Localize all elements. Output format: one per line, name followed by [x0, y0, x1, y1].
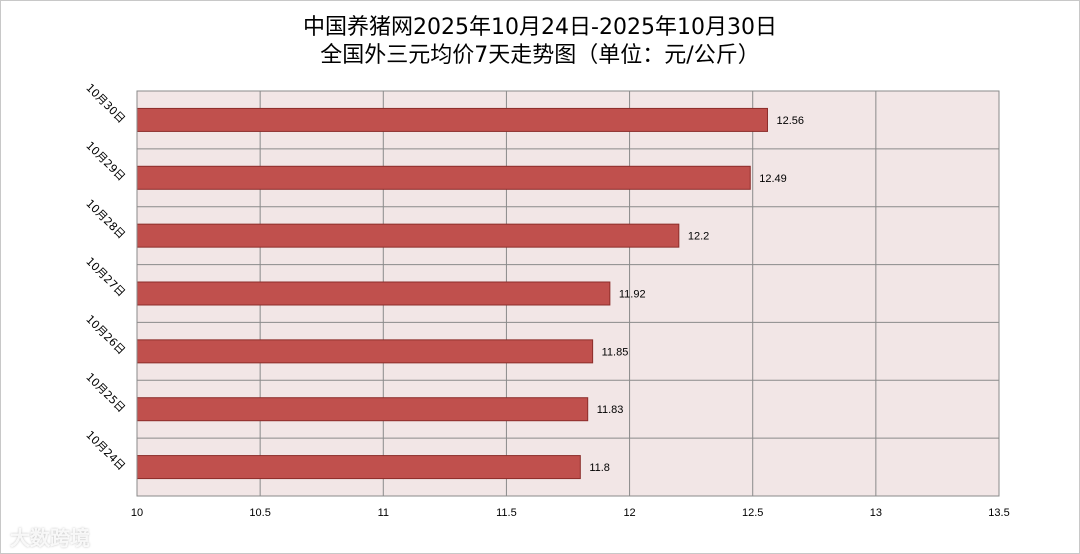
bar	[136, 281, 611, 306]
watermark-text: 大数跨境	[10, 526, 90, 550]
y-category-label: 10月26日	[83, 313, 128, 358]
bar	[136, 455, 581, 480]
x-tick-label: 13.5	[988, 507, 1009, 519]
y-category-label: 10月24日	[83, 428, 128, 473]
bar	[136, 397, 589, 422]
bar-value-label: 11.85	[602, 346, 629, 358]
bar-value-label: 11.83	[597, 404, 624, 416]
x-tick-label: 13	[870, 507, 882, 519]
bar	[136, 223, 680, 248]
chart-title: 中国养猪网2025年10月24日-2025年10月30日 全国外三元均价7天走势…	[0, 14, 1080, 70]
x-tick-label: 10	[131, 507, 143, 519]
y-category-label: 10月28日	[83, 197, 128, 242]
bar-value-label: 11.8	[589, 462, 610, 474]
bar-value-label: 12.2	[688, 231, 709, 243]
bar	[136, 107, 768, 132]
bar	[136, 339, 594, 364]
x-tick-label: 12	[623, 507, 635, 519]
y-category-label: 10月25日	[83, 370, 128, 415]
bar-value-label: 12.56	[776, 115, 804, 127]
bar	[136, 165, 751, 190]
bar-value-label: 11.92	[619, 289, 646, 301]
x-tick-label: 11	[378, 507, 389, 519]
x-tick-label: 10.5	[249, 507, 270, 519]
chart-title-line1: 中国养猪网2025年10月24日-2025年10月30日	[303, 15, 777, 40]
x-tick-label: 11.5	[496, 507, 517, 519]
x-tick-label: 12.5	[742, 507, 763, 519]
plot-border	[136, 90, 1000, 497]
y-category-label: 10月29日	[83, 139, 128, 184]
chart-title-line2: 全国外三元均价7天走势图（单位：元/公斤）	[320, 43, 760, 68]
bar-value-label: 12.49	[759, 173, 787, 185]
y-category-label: 10月27日	[83, 255, 128, 300]
y-category-label: 10月30日	[83, 81, 128, 126]
watermark-logo: 大数跨境	[10, 522, 90, 551]
